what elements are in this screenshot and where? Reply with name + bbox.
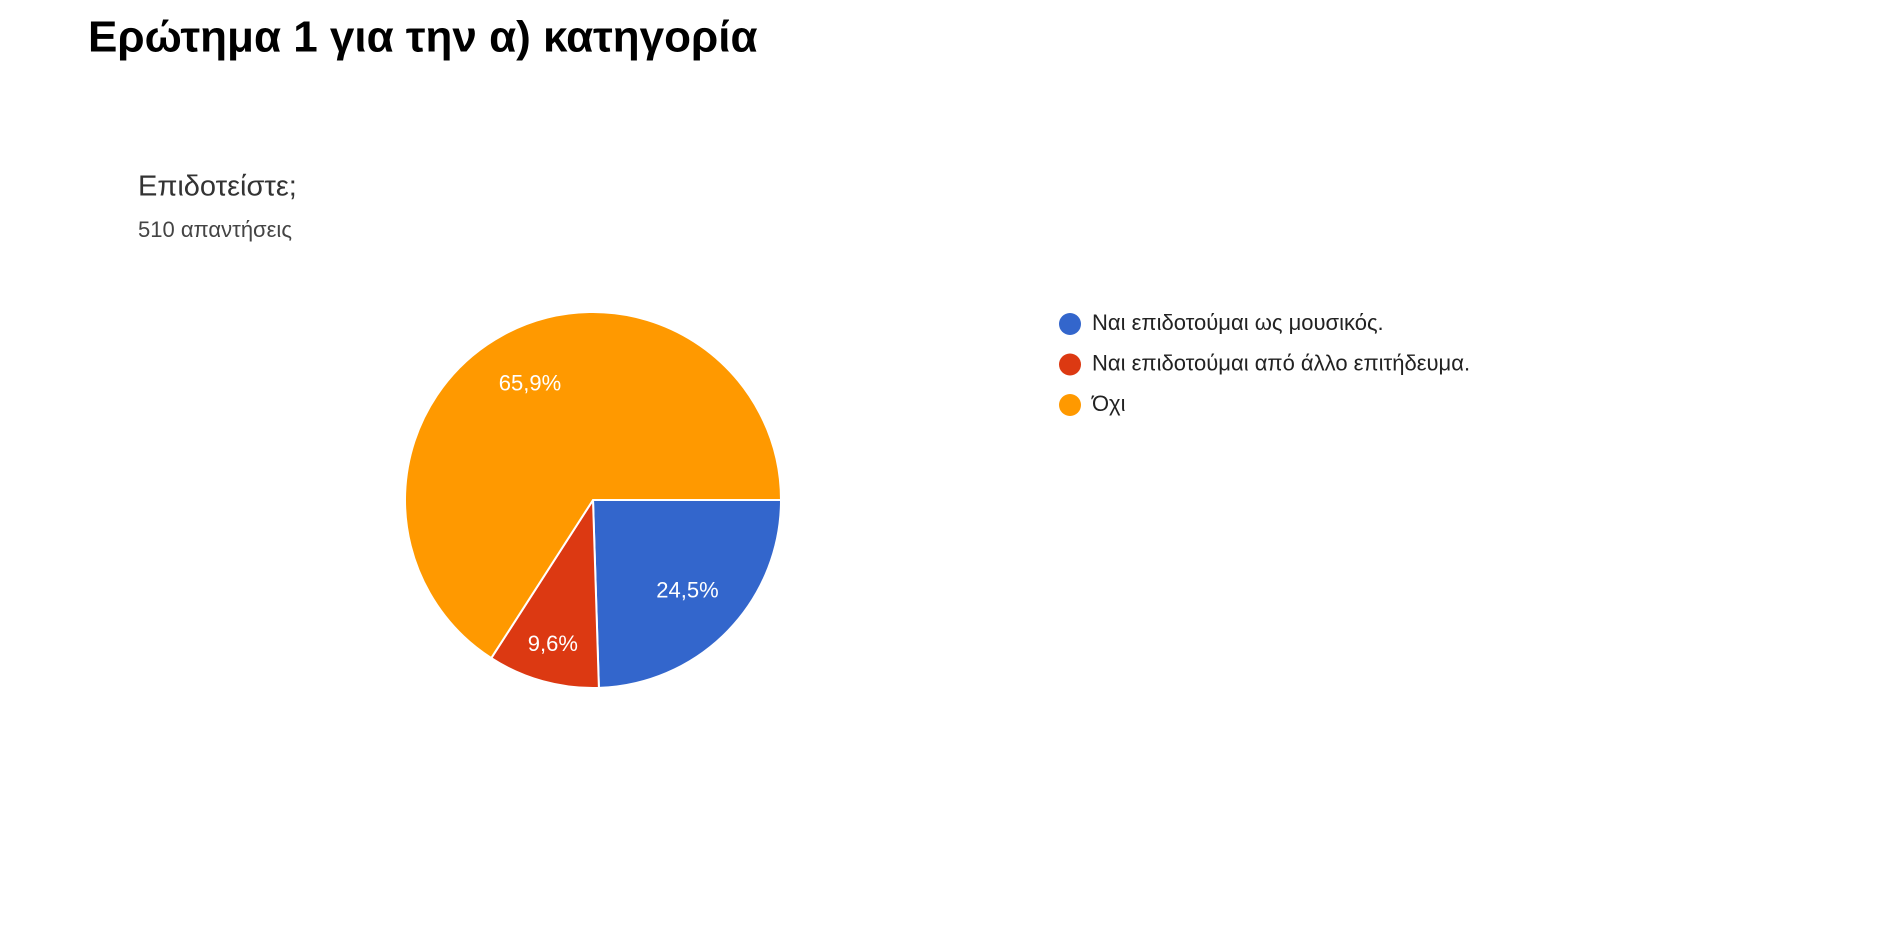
- page-title: Ερώτημα 1 για την α) κατηγορία: [88, 13, 758, 62]
- legend-label: Όχι: [1091, 391, 1126, 416]
- data-label: 65,9%: [499, 370, 561, 395]
- legend-swatch: [1059, 394, 1081, 416]
- chart-subtitle: 510 απαντήσεις: [138, 217, 292, 242]
- pie-slice: [489, 496, 600, 689]
- data-label: 24,5%: [656, 577, 718, 602]
- data-label: 9,6%: [528, 631, 578, 656]
- legend-label: Ναι επιδοτούμαι από άλλο επιτήδευμα.: [1092, 350, 1470, 375]
- pie-slice: [404, 311, 783, 660]
- chart-title: Επιδοτείστε;: [138, 171, 297, 203]
- pie-slice: [591, 499, 783, 689]
- legend-swatch: [1059, 353, 1081, 376]
- legend-label: Ναι επιδοτούμαι ως μουσικός.: [1092, 310, 1384, 335]
- legend-swatch: [1059, 313, 1081, 335]
